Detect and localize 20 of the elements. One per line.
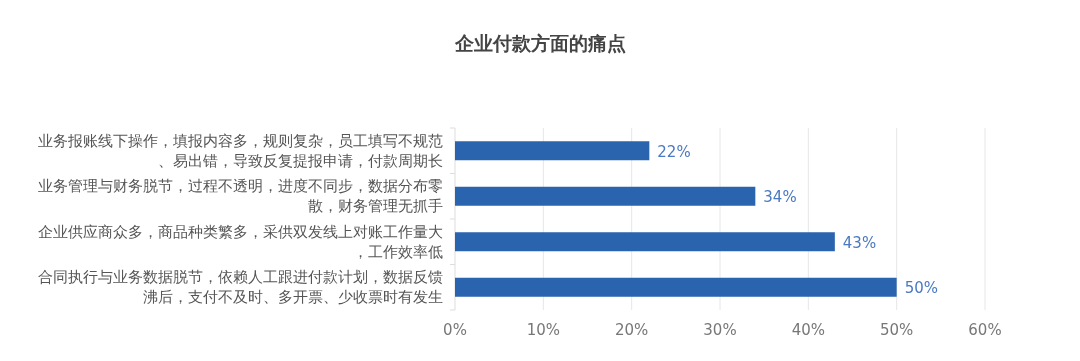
- bar: [455, 186, 756, 206]
- data-label: 22%: [657, 142, 691, 161]
- data-label: 43%: [842, 233, 877, 252]
- y-tick-label: 合同执行与业务数据脱节，依赖人工跟进付款计划，数据反馈沸后，支付不及时、多开票、少收票时有发生: [37, 267, 443, 308]
- x-tick-label: 50%: [879, 321, 914, 339]
- x-tick-label: 10%: [526, 321, 561, 339]
- x-tick-label: 60%: [968, 321, 1002, 339]
- x-tick-label: 30%: [703, 321, 737, 339]
- data-label: 34%: [763, 188, 797, 207]
- x-tick-label: 0%: [443, 321, 467, 339]
- x-tick-label: 40%: [791, 321, 826, 339]
- bar: [455, 277, 897, 297]
- data-label: 50%: [904, 279, 939, 298]
- y-tick-label: 业务报账线下操作，填报内容多，规则复杂，员工填写不规范、易出错，导致反复提报申请，付款周期长: [37, 130, 443, 171]
- bar: [455, 141, 650, 161]
- chart-title: 企业付款方面的痛点: [453, 32, 626, 54]
- y-tick-label: 业务管理与财务脱节，过程不透明，进度不同步，数据分布零散，财务管理无抓手: [37, 176, 443, 217]
- y-tick-label: 企业供应商众多，商品种类繁多，采供双发线上对账工作量大，工作效率低: [37, 221, 443, 262]
- bar: [455, 232, 835, 252]
- x-tick-label: 20%: [614, 321, 649, 339]
